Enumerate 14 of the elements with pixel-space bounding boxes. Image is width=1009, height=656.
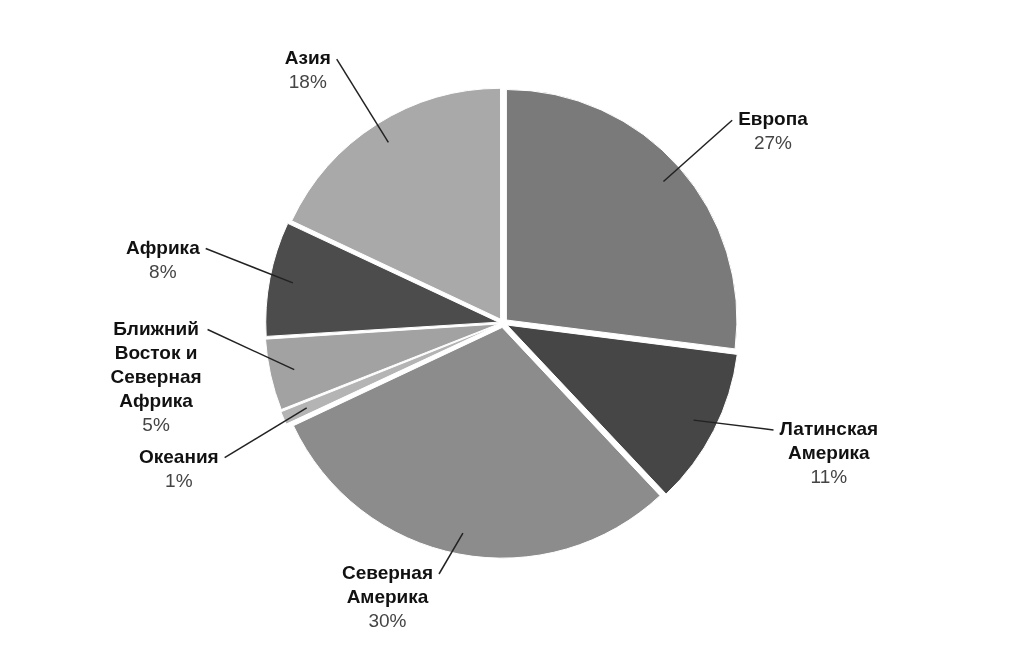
slice-label: Азия <box>284 47 331 69</box>
data-label: 11% <box>810 466 848 488</box>
data-label: 27% <box>753 132 793 154</box>
data-label: 1% <box>165 469 193 491</box>
slice-label: Северная Америка <box>341 562 434 608</box>
data-label: 18% <box>288 71 327 93</box>
slice-label: Африка <box>125 236 201 258</box>
slice-label: Ближний Восток и Северная Африка <box>110 317 202 411</box>
data-label: 8% <box>149 260 177 282</box>
slice-label: Океания <box>138 445 219 467</box>
data-label: 5% <box>142 413 170 435</box>
slice-label: Европа <box>738 108 809 130</box>
data-label: 30% <box>368 610 407 632</box>
slice-label: Латинская Америка <box>779 418 879 464</box>
